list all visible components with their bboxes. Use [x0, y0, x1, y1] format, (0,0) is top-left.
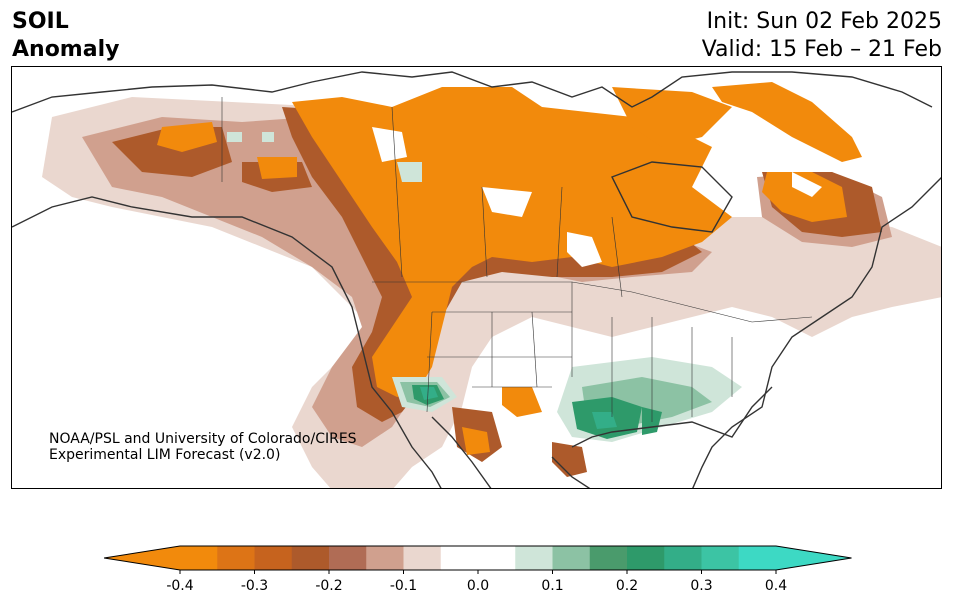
colorbar-bin: [738, 546, 777, 570]
colorbar-bin: [403, 546, 442, 570]
colorbar-tick-label: -0.1: [389, 578, 418, 594]
colorbar-tick-label: -0.4: [166, 578, 194, 594]
colorbar-tick-label: 0.2: [615, 578, 639, 594]
colorbar-tick-label: -0.3: [240, 578, 269, 594]
variable-label: SOIL: [12, 9, 69, 34]
colorbar-tick-label: 0.1: [541, 578, 564, 594]
colorbar-bin: [329, 546, 367, 570]
colorbar-tick-label: 0.3: [690, 578, 713, 594]
map-title: SOIL Anomaly: [12, 8, 119, 64]
init-date: Init: Sun 02 Feb 2025: [706, 9, 942, 34]
credit-line-2: Experimental LIM Forecast (v2.0): [49, 447, 281, 463]
colorbar-bin: [552, 546, 591, 570]
wet-anomaly-peak: [420, 387, 617, 429]
borders: [221, 97, 813, 422]
colorbar-bin: [217, 546, 255, 570]
colorbar-bin: [366, 546, 404, 570]
colorbar-bin: [440, 546, 516, 570]
colorbar-tick-label: -0.2: [315, 578, 343, 594]
colorbar-bin: [627, 546, 665, 570]
colorbar: [104, 545, 852, 574]
valid-date: Valid: 15 Feb – 21 Feb: [701, 37, 942, 62]
neutral-patches: [372, 127, 822, 267]
colorbar-extend-low: [104, 546, 180, 570]
colorbar-bin: [180, 546, 218, 570]
map-svg: [12, 71, 941, 488]
colorbar-bin: [515, 546, 553, 570]
colorbar-bin: [291, 546, 330, 570]
colorbar-bin: [254, 546, 293, 570]
credit-text: NOAA/PSL and University of Colorado/CIRE…: [49, 431, 357, 463]
credit-line-1: NOAA/PSL and University of Colorado/CIRE…: [49, 431, 357, 447]
anomaly-label: Anomaly: [12, 37, 120, 62]
anomaly-map: [11, 66, 942, 489]
colorbar-bin: [589, 546, 628, 570]
colorbar-tick-label: 0.0: [466, 578, 490, 594]
coastlines: [12, 71, 941, 488]
colorbar-tick-label: 0.4: [764, 578, 788, 594]
colorbar-bin: [701, 546, 740, 570]
forecast-dates: Init: Sun 02 Feb 2025 Valid: 15 Feb – 21…: [702, 8, 942, 64]
colorbar-bin: [664, 546, 702, 570]
colorbar-extend-high: [776, 546, 852, 570]
